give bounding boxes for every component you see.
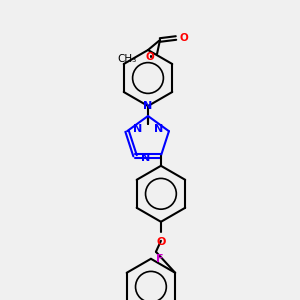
Text: O: O	[180, 33, 189, 43]
Text: N: N	[133, 124, 142, 134]
Text: N: N	[141, 153, 150, 163]
Text: O: O	[156, 237, 166, 247]
Text: O: O	[146, 52, 154, 62]
Text: CH₃: CH₃	[118, 54, 137, 64]
Text: N: N	[154, 124, 163, 134]
Text: N: N	[143, 101, 153, 111]
Text: F: F	[156, 254, 164, 264]
